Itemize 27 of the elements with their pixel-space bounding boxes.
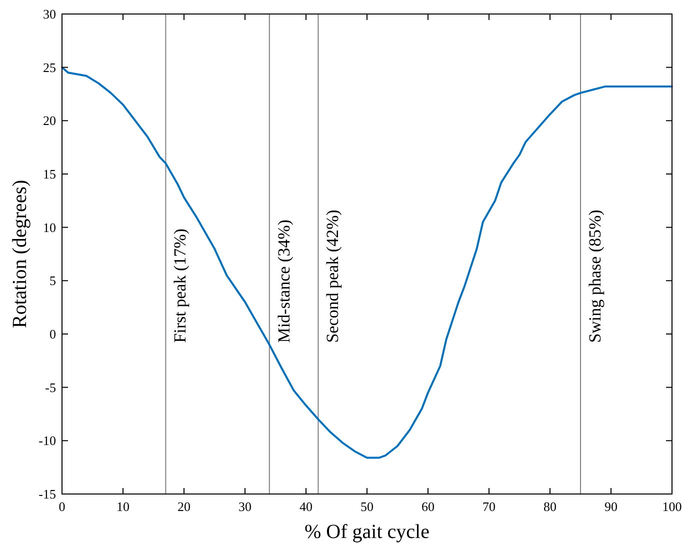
y-tick-label: 30: [43, 6, 56, 22]
y-tick-label: 25: [43, 60, 56, 75]
y-tick-label: -10: [38, 433, 56, 448]
x-tick-label: 70: [482, 499, 496, 514]
ref-line-label: Second peak (42%): [323, 210, 342, 343]
y-axis-title: Rotation (degrees): [9, 180, 31, 328]
y-tick-label: -5: [45, 380, 56, 395]
x-tick-label: 90: [604, 499, 618, 514]
ref-line-label: Mid-stance (34%): [274, 220, 294, 343]
y-tick-label: 0: [50, 326, 56, 342]
x-tick-label: 40: [300, 499, 312, 514]
x-tick-label: 10: [116, 499, 130, 514]
x-tick-label: 100: [662, 499, 682, 514]
x-tick-label: 50: [360, 499, 374, 514]
x-tick-label: 30: [238, 499, 252, 514]
x-tick-label: 80: [544, 499, 556, 514]
x-tick-label: 20: [178, 499, 190, 514]
y-tick-label: -15: [38, 486, 56, 502]
y-tick-label: 20: [43, 113, 56, 128]
y-tick-label: 15: [43, 166, 56, 182]
y-tick-label: 5: [50, 273, 56, 288]
y-tick-label: 10: [43, 220, 56, 235]
ref-line-label: First peak (17%): [170, 228, 190, 343]
x-axis-title: % Of gait cycle: [304, 521, 430, 543]
line-series: [61, 66, 673, 459]
x-tick-label: 60: [422, 499, 434, 514]
ref-line-label: Swing phase (85%): [586, 210, 604, 343]
